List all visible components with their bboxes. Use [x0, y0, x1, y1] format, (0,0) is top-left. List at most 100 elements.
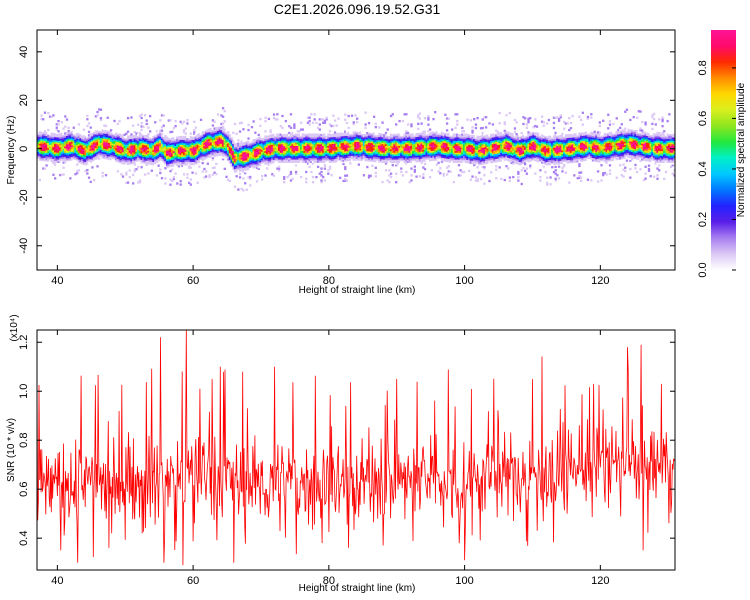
heatmap-cell	[415, 155, 418, 158]
heatmap-cell	[172, 162, 176, 165]
heatmap-cell	[445, 129, 449, 132]
heatmap-cell	[233, 153, 237, 156]
heatmap-cell	[461, 160, 464, 163]
heatmap-cell	[59, 140, 62, 143]
heatmap-cell	[123, 147, 126, 150]
heatmap-cell	[247, 164, 250, 167]
heatmap-cell	[389, 142, 393, 145]
heatmap-cell	[408, 143, 411, 146]
heatmap-cell	[428, 138, 432, 141]
heatmap-cell	[232, 143, 235, 146]
heatmap-cell	[415, 153, 418, 156]
heatmap-cell	[410, 142, 413, 145]
heatmap-cell	[55, 131, 58, 134]
heatmap-cell	[281, 136, 284, 140]
heatmap-cell	[289, 179, 293, 182]
heatmap-cell	[403, 135, 406, 138]
heatmap-cell	[79, 152, 82, 156]
heatmap-cell	[267, 155, 271, 158]
heatmap-cell	[357, 131, 360, 134]
heatmap-cell	[167, 165, 170, 168]
heatmap-cell	[444, 135, 447, 138]
heatmap-cell	[232, 160, 235, 163]
heatmap-cell	[157, 159, 160, 162]
heatmap-cell	[235, 159, 238, 163]
heatmap-cell	[140, 113, 143, 116]
heatmap-cell	[315, 157, 318, 160]
heatmap-cell	[313, 145, 316, 148]
heatmap-cell	[425, 144, 428, 147]
heatmap-cell	[227, 178, 230, 181]
heatmap-cell	[174, 164, 177, 167]
heatmap-cell	[188, 137, 191, 140]
heatmap-cell	[45, 147, 48, 150]
heatmap-cell	[315, 136, 318, 140]
heatmap-cell	[164, 138, 167, 141]
heatmap-cell	[271, 147, 274, 150]
heatmap-cell	[286, 175, 289, 179]
heatmap-cell	[37, 142, 40, 146]
heatmap-cell	[384, 152, 388, 155]
heatmap-cell	[94, 137, 97, 140]
heatmap-cell	[337, 154, 340, 158]
heatmap-cell	[400, 167, 403, 170]
heatmap-cell	[289, 148, 293, 152]
heatmap-cell	[242, 158, 245, 161]
heatmap-cell	[423, 137, 427, 140]
heatmap-cell	[179, 147, 182, 151]
heatmap-cell	[408, 150, 411, 153]
heatmap-cell	[427, 140, 430, 143]
heatmap-cell	[330, 155, 333, 158]
heatmap-cell	[208, 155, 211, 158]
heatmap-cell	[284, 133, 288, 136]
heatmap-cell	[381, 180, 384, 184]
heatmap-cell	[167, 148, 170, 151]
heatmap-cell	[364, 159, 367, 162]
heatmap-cell	[91, 145, 94, 149]
heatmap-cell	[98, 157, 101, 160]
heatmap-cell	[289, 140, 293, 143]
heatmap-cell	[289, 135, 293, 138]
heatmap-cell	[237, 162, 240, 166]
heatmap-cell	[199, 147, 203, 150]
heatmap-cell	[193, 141, 196, 144]
heatmap-cell	[43, 133, 47, 136]
heatmap-cell	[417, 156, 420, 159]
heatmap-cell	[376, 132, 379, 136]
heatmap-cell	[96, 138, 99, 141]
heatmap-cell	[225, 143, 228, 146]
heatmap-cell	[413, 148, 416, 151]
heatmap-cell	[428, 157, 432, 160]
heatmap-cell	[126, 156, 130, 159]
heatmap-cell	[457, 133, 461, 136]
heatmap-cell	[37, 139, 40, 142]
heatmap-cell	[359, 133, 362, 136]
heatmap-cell	[143, 142, 147, 146]
heatmap-cell	[47, 134, 50, 137]
heatmap-cell	[227, 153, 230, 156]
heatmap-cell	[74, 142, 77, 145]
heatmap-cell	[400, 158, 403, 162]
heatmap-cell	[445, 146, 449, 149]
heatmap-cell	[430, 138, 433, 141]
heatmap-cell	[181, 139, 184, 142]
heatmap-cell	[369, 134, 372, 137]
heatmap-cell	[176, 153, 179, 156]
heatmap-cell	[145, 151, 148, 154]
heatmap-cell	[74, 154, 77, 157]
heatmap-cell	[451, 140, 454, 143]
heatmap-cell	[67, 145, 70, 148]
heatmap-cell	[313, 160, 316, 163]
heatmap-cell	[244, 160, 247, 163]
heatmap-cell	[378, 160, 381, 163]
heatmap-cell	[352, 155, 355, 158]
heatmap-cell	[96, 132, 99, 136]
heatmap-cell	[155, 148, 159, 152]
heatmap-cell	[142, 162, 145, 166]
heatmap-cell	[64, 139, 67, 142]
heatmap-cell	[184, 159, 187, 162]
heatmap-cell	[220, 150, 223, 153]
heatmap-cell	[81, 143, 84, 146]
heatmap-cell	[372, 134, 376, 137]
heatmap-cell	[169, 119, 172, 122]
